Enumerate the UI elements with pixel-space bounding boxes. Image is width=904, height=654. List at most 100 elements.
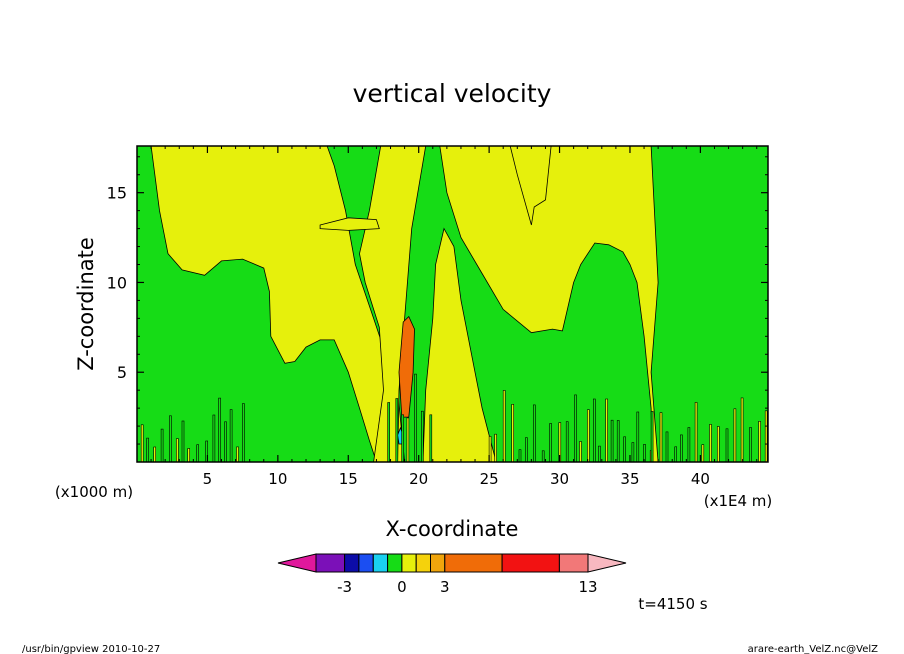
convection-streak-12 <box>224 421 227 462</box>
colorbar-tick-labels: -3 0 3 13 <box>337 578 597 596</box>
convection-streak-32 <box>558 422 562 462</box>
x-tick-label-1: 10 <box>268 470 287 488</box>
convection-streak-47 <box>650 411 654 462</box>
colorbar-bin-8 <box>430 553 446 573</box>
convection-streak-52 <box>687 427 691 462</box>
convection-streak-18 <box>401 414 405 462</box>
contour-regions <box>150 146 659 462</box>
convection-streak-0 <box>140 424 144 462</box>
convection-streak-15 <box>242 403 245 462</box>
convection-streak-8 <box>196 444 199 462</box>
colorbar-bin-1 <box>315 553 346 573</box>
colorbar-low-extend <box>277 553 317 573</box>
colorbar-bin-11 <box>558 553 589 573</box>
convection-streak-9 <box>205 440 208 462</box>
footer-right: arare-earth_VelZ.nc@VelZ <box>748 644 879 654</box>
colorbar-bin-4 <box>372 553 389 573</box>
convection-streak-10 <box>212 414 216 462</box>
convection-streak-22 <box>429 414 433 462</box>
convection-streak-16 <box>387 402 391 462</box>
convection-streak-4 <box>169 415 172 462</box>
y-axis-ticks: 5 10 15 <box>107 156 768 445</box>
convection-streak-28 <box>525 437 528 462</box>
surface-convection-streaks <box>140 373 768 462</box>
colorbar-label-3: 13 <box>578 578 597 596</box>
x-axis-label: X-coordinate <box>386 517 519 541</box>
convection-streak-56 <box>716 426 720 462</box>
x-tick-label-0: 5 <box>203 470 213 488</box>
convection-streak-57 <box>725 428 729 462</box>
convection-streak-35 <box>579 441 582 462</box>
colorbar-bin-10 <box>501 553 560 573</box>
convection-streak-17 <box>395 398 399 462</box>
convection-streak-34 <box>574 394 577 462</box>
convection-streak-55 <box>709 424 712 462</box>
convection-streak-53 <box>694 402 698 462</box>
colorbar-label-0: -3 <box>337 578 352 596</box>
x-tick-label-4: 25 <box>480 470 499 488</box>
convection-streak-50 <box>674 446 678 462</box>
convection-streak-41 <box>616 420 620 462</box>
convection-streak-25 <box>502 390 506 462</box>
y-tick-label-0: 5 <box>117 363 127 382</box>
colorbar-label-2: 3 <box>440 578 450 596</box>
x-unit-right: (x1E4 m) <box>704 492 773 510</box>
convection-streak-60 <box>749 427 752 462</box>
colorbar-label-1: 0 <box>397 578 407 596</box>
plot-frame <box>136 145 769 463</box>
x-tick-label-6: 35 <box>620 470 639 488</box>
y-tick-label-1: 10 <box>107 273 127 292</box>
colorbar <box>277 553 627 573</box>
x-unit-left: (x1000 m) <box>55 483 133 501</box>
convection-streak-44 <box>636 411 640 462</box>
convection-streak-26 <box>511 403 515 462</box>
contour-region-6 <box>398 315 415 418</box>
convection-streak-6 <box>181 420 185 462</box>
convection-streak-37 <box>592 398 596 462</box>
x-tick-label-7: 40 <box>691 470 710 488</box>
convection-streak-62 <box>764 410 768 462</box>
convection-streak-59 <box>740 397 744 462</box>
convection-streak-24 <box>494 433 497 462</box>
x-axis-ticks: 5 10 15 20 25 30 35 40 <box>150 146 758 488</box>
convection-streak-14 <box>236 446 239 462</box>
convection-streak-21 <box>420 410 424 462</box>
convection-streak-36 <box>587 409 590 462</box>
contour-region-4 <box>439 146 659 462</box>
footer-left: /usr/bin/gpview 2010-10-27 <box>22 644 160 654</box>
convection-streak-7 <box>187 448 190 462</box>
convection-streak-38 <box>598 445 601 462</box>
colorbar-bin-2 <box>344 553 360 573</box>
colorbar-bin-7 <box>415 553 432 573</box>
colorbar-bin-9 <box>444 553 503 573</box>
convection-streak-43 <box>631 442 635 462</box>
contour-region-5 <box>509 146 552 226</box>
x-tick-label-2: 15 <box>339 470 358 488</box>
convection-streak-5 <box>176 438 179 462</box>
colorbar-bin-5 <box>387 553 403 573</box>
convection-streak-29 <box>532 404 536 462</box>
convection-streak-49 <box>665 431 669 462</box>
convection-streak-31 <box>549 423 552 462</box>
convection-streak-51 <box>680 434 683 462</box>
convection-streak-2 <box>153 446 156 462</box>
convection-streak-42 <box>623 436 626 462</box>
time-label: t=4150 s <box>638 595 707 613</box>
convection-streak-3 <box>160 428 164 462</box>
y-axis-label: Z-coordinate <box>74 237 98 371</box>
contour-field <box>137 146 768 462</box>
colorbar-bin-6 <box>401 553 417 573</box>
convection-streak-1 <box>146 437 149 462</box>
contour-region-2 <box>319 217 380 231</box>
convection-streak-54 <box>701 444 705 462</box>
convection-streak-19 <box>406 417 410 462</box>
colorbar-bin-3 <box>358 553 374 573</box>
convection-streak-61 <box>758 420 761 462</box>
colorbar-high-extend <box>587 553 627 573</box>
chart-title: vertical velocity <box>353 79 552 108</box>
x-tick-label-3: 20 <box>409 470 428 488</box>
convection-streak-48 <box>659 412 663 462</box>
convection-streak-11 <box>218 397 221 462</box>
y-tick-label-2: 15 <box>107 184 127 203</box>
convection-streak-13 <box>229 409 233 462</box>
